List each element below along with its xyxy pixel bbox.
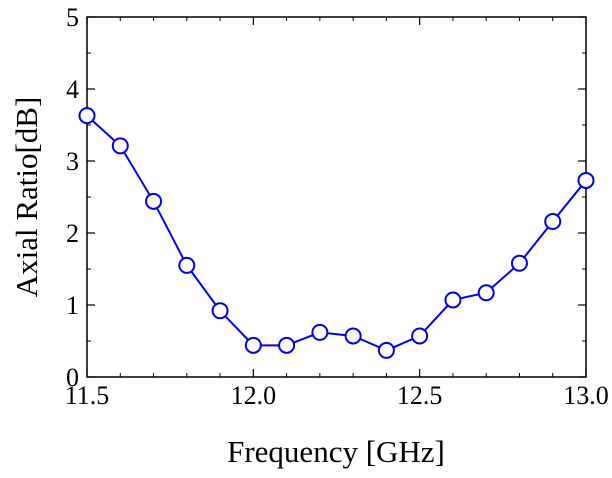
series-layer xyxy=(78,107,595,359)
plot-frame xyxy=(86,16,587,378)
y-axis-label: Axial Ratio[dB] xyxy=(9,97,44,298)
data-point xyxy=(311,323,329,341)
data-point xyxy=(278,336,296,354)
x-tick-label: 12.5 xyxy=(397,381,443,410)
y-tick-label: 3 xyxy=(66,147,79,176)
y-tick-label: 0 xyxy=(66,363,79,392)
data-point xyxy=(111,137,129,155)
data-point xyxy=(444,291,462,309)
data-point xyxy=(211,302,229,320)
data-point xyxy=(477,284,495,302)
data-point xyxy=(510,254,528,272)
data-point xyxy=(411,327,429,345)
y-tick-label: 2 xyxy=(66,219,79,248)
data-point xyxy=(577,171,595,189)
ticks-layer xyxy=(86,16,587,378)
x-axis-label: Frequency [GHz] xyxy=(227,434,445,469)
x-tick-labels: 11.5 12.0 12.5 13.0 xyxy=(65,381,609,410)
y-tick-labels: 0 1 2 3 4 5 xyxy=(66,3,79,392)
data-point xyxy=(244,336,262,354)
y-tick-label: 5 xyxy=(66,3,79,32)
data-point xyxy=(178,256,196,274)
y-tick-label: 1 xyxy=(66,291,79,320)
data-point xyxy=(78,107,96,125)
data-point xyxy=(344,327,362,345)
data-point xyxy=(145,192,163,210)
x-tick-label: 12.0 xyxy=(231,381,277,410)
y-tick-label: 4 xyxy=(66,75,79,104)
series-line xyxy=(86,114,587,352)
data-point xyxy=(377,341,395,359)
x-tick-label: 13.0 xyxy=(563,381,609,410)
x-tick-label: 11.5 xyxy=(65,381,110,410)
data-point xyxy=(544,212,562,230)
